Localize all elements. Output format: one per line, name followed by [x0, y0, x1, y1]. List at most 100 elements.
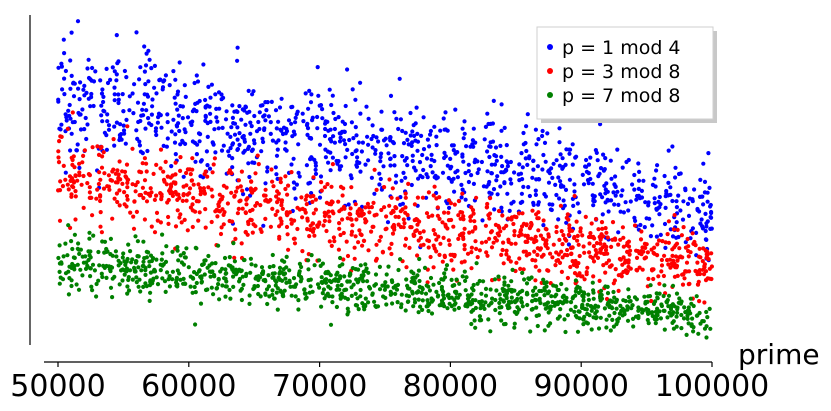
data-point — [575, 201, 580, 206]
data-point — [86, 96, 91, 101]
data-point — [141, 259, 146, 264]
data-point — [87, 185, 92, 190]
data-point — [364, 266, 369, 271]
data-point — [240, 107, 245, 112]
data-point — [202, 190, 207, 196]
data-point — [212, 274, 217, 279]
data-point — [221, 222, 226, 227]
data-point — [216, 208, 221, 213]
data-point — [587, 241, 592, 246]
data-point — [367, 284, 372, 290]
data-point — [445, 163, 450, 168]
data-point — [655, 242, 660, 247]
data-point — [347, 137, 352, 143]
data-point — [140, 107, 145, 112]
data-point — [401, 217, 406, 222]
data-point — [360, 301, 365, 306]
data-point — [346, 309, 351, 314]
data-point — [219, 148, 225, 153]
data-point — [101, 263, 106, 268]
data-point — [117, 177, 122, 182]
data-point — [566, 232, 571, 237]
data-point — [308, 100, 314, 105]
data-point — [655, 163, 660, 168]
data-point — [398, 257, 403, 262]
data-point — [75, 19, 81, 24]
data-point — [102, 239, 108, 244]
data-point — [466, 179, 471, 185]
data-point — [61, 254, 66, 259]
data-point — [668, 265, 673, 270]
data-point — [378, 155, 383, 160]
data-point — [207, 104, 212, 109]
data-point — [541, 223, 546, 228]
data-point — [518, 228, 524, 233]
data-point — [591, 234, 596, 239]
data-point — [200, 262, 205, 267]
data-point — [658, 232, 663, 237]
data-point — [65, 253, 70, 258]
data-point — [325, 291, 330, 296]
data-point — [588, 231, 593, 236]
data-point — [572, 193, 577, 199]
data-point — [587, 313, 592, 318]
data-point — [655, 296, 660, 301]
data-point — [274, 140, 279, 145]
data-point — [316, 93, 321, 98]
data-point — [133, 234, 138, 239]
data-point — [339, 283, 344, 288]
data-point — [636, 314, 641, 319]
data-point — [665, 315, 670, 320]
data-point — [283, 140, 288, 145]
legend-entries: p = 1 mod 4p = 3 mod 8p = 7 mod 8 — [547, 37, 681, 107]
data-point — [662, 173, 667, 179]
data-point — [178, 168, 183, 173]
data-point — [610, 317, 615, 322]
data-point — [386, 151, 391, 156]
data-point — [312, 157, 317, 162]
data-point — [553, 182, 558, 187]
data-point — [130, 91, 135, 96]
data-point — [154, 132, 159, 138]
data-point — [499, 318, 504, 323]
data-point — [567, 151, 572, 156]
data-point — [282, 259, 287, 264]
data-point — [62, 92, 67, 97]
data-point — [392, 110, 397, 115]
data-point — [274, 126, 279, 131]
data-point — [497, 292, 502, 297]
data-point — [403, 175, 408, 180]
data-point — [581, 182, 587, 187]
data-point — [108, 236, 113, 241]
data-point — [584, 270, 589, 275]
data-point — [73, 173, 78, 178]
data-point — [702, 262, 708, 267]
data-point — [552, 294, 558, 299]
data-point — [626, 295, 632, 300]
data-point — [101, 150, 106, 155]
data-point — [258, 294, 263, 299]
data-point — [182, 217, 187, 222]
data-point — [184, 170, 189, 176]
data-point — [327, 219, 332, 224]
data-point — [81, 173, 86, 179]
data-point — [154, 210, 160, 215]
data-point — [628, 266, 633, 271]
data-point — [151, 171, 156, 176]
data-point — [558, 179, 563, 184]
data-point — [643, 245, 648, 250]
data-point — [357, 276, 362, 281]
data-point — [515, 296, 520, 302]
data-point — [512, 229, 517, 234]
data-point — [695, 282, 701, 287]
data-point — [632, 295, 638, 300]
data-point — [472, 160, 477, 165]
data-point — [56, 99, 61, 104]
data-point — [620, 188, 625, 193]
data-point — [149, 122, 154, 128]
data-point — [309, 191, 314, 196]
data-point — [420, 195, 425, 200]
data-point — [231, 241, 236, 246]
data-point — [348, 206, 353, 211]
data-point — [495, 174, 500, 179]
